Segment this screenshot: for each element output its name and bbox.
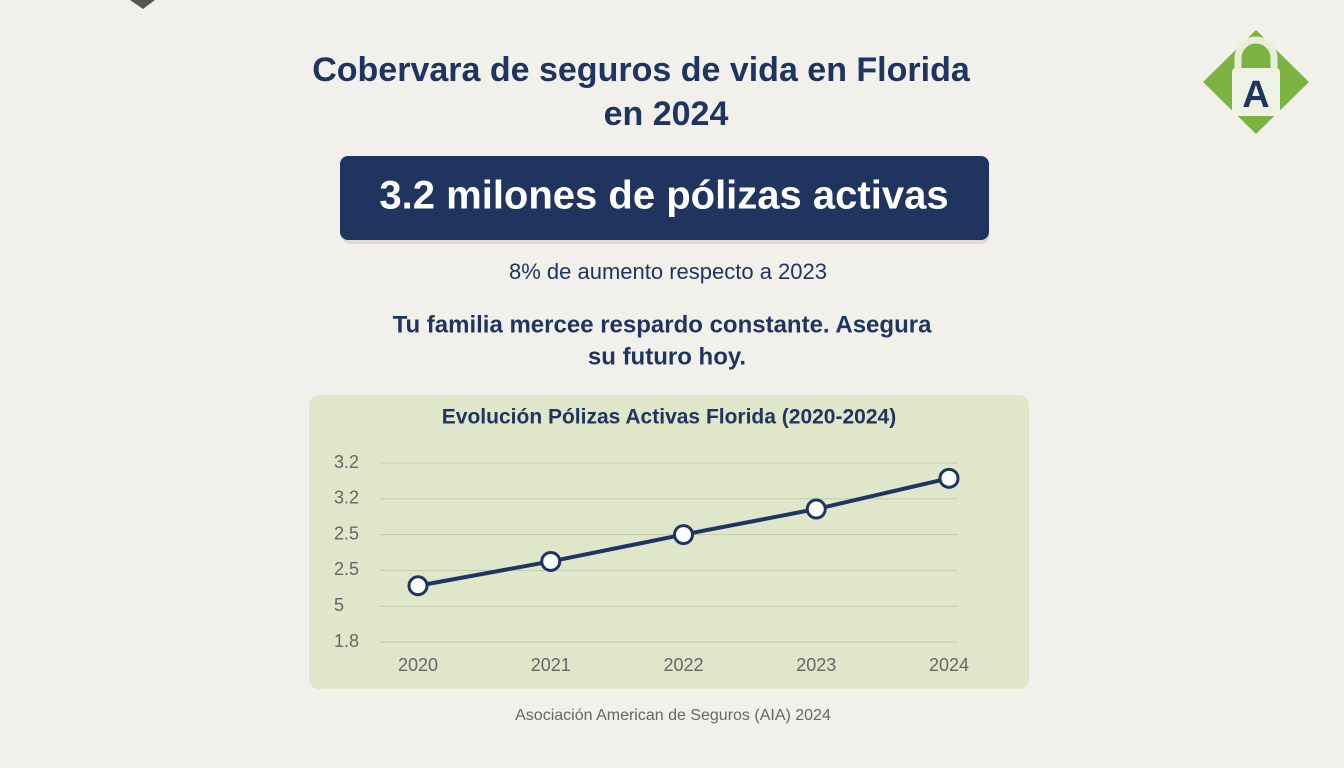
y-tick-label: 1.8: [334, 631, 359, 651]
point: [407, 575, 429, 597]
chart-title: Evolución Pólizas Activas Florida (2020-…: [442, 406, 896, 429]
x-tick-label: 2021: [531, 655, 571, 675]
x-tick-label: 2022: [663, 655, 703, 675]
y-tick-label: 3.2: [334, 452, 359, 472]
tagline: Tu familia mercee respardo constante. As…: [393, 311, 933, 338]
point: [938, 467, 960, 489]
svg-text:A: A: [1242, 74, 1269, 116]
plot: 3.2 3.2 2.5 2.5 5 1.8 2020 2021 2022 2023 2024: [334, 452, 969, 675]
title: en 2024: [604, 95, 729, 133]
point: [540, 550, 562, 572]
point: [673, 524, 694, 546]
y-tick-label: 2.5: [334, 523, 359, 543]
logo: A: [1203, 30, 1309, 134]
x-tick-label: 2024: [929, 655, 969, 675]
y-tick-label: 3.2: [334, 488, 359, 508]
title: Cobervara de seguros de vida en Florida: [312, 51, 971, 89]
x-tick-label: 2020: [398, 655, 438, 675]
subtitle: 8% de aumento respecto a 2023: [509, 259, 827, 284]
y-tick-label: 2.5: [334, 559, 359, 579]
corner-mark: [130, 0, 155, 9]
banner: [340, 156, 989, 240]
y-tick-label: 5: [334, 595, 344, 615]
chart-panel: [309, 395, 1029, 689]
point: [805, 498, 827, 520]
tagline: su futuro hoy.: [588, 343, 746, 370]
x-tick-label: 2023: [796, 655, 836, 675]
banner-text: 3.2 milones de pólizas activas: [379, 174, 948, 218]
source: Asociación American de Seguros (AIA) 202…: [515, 707, 831, 724]
